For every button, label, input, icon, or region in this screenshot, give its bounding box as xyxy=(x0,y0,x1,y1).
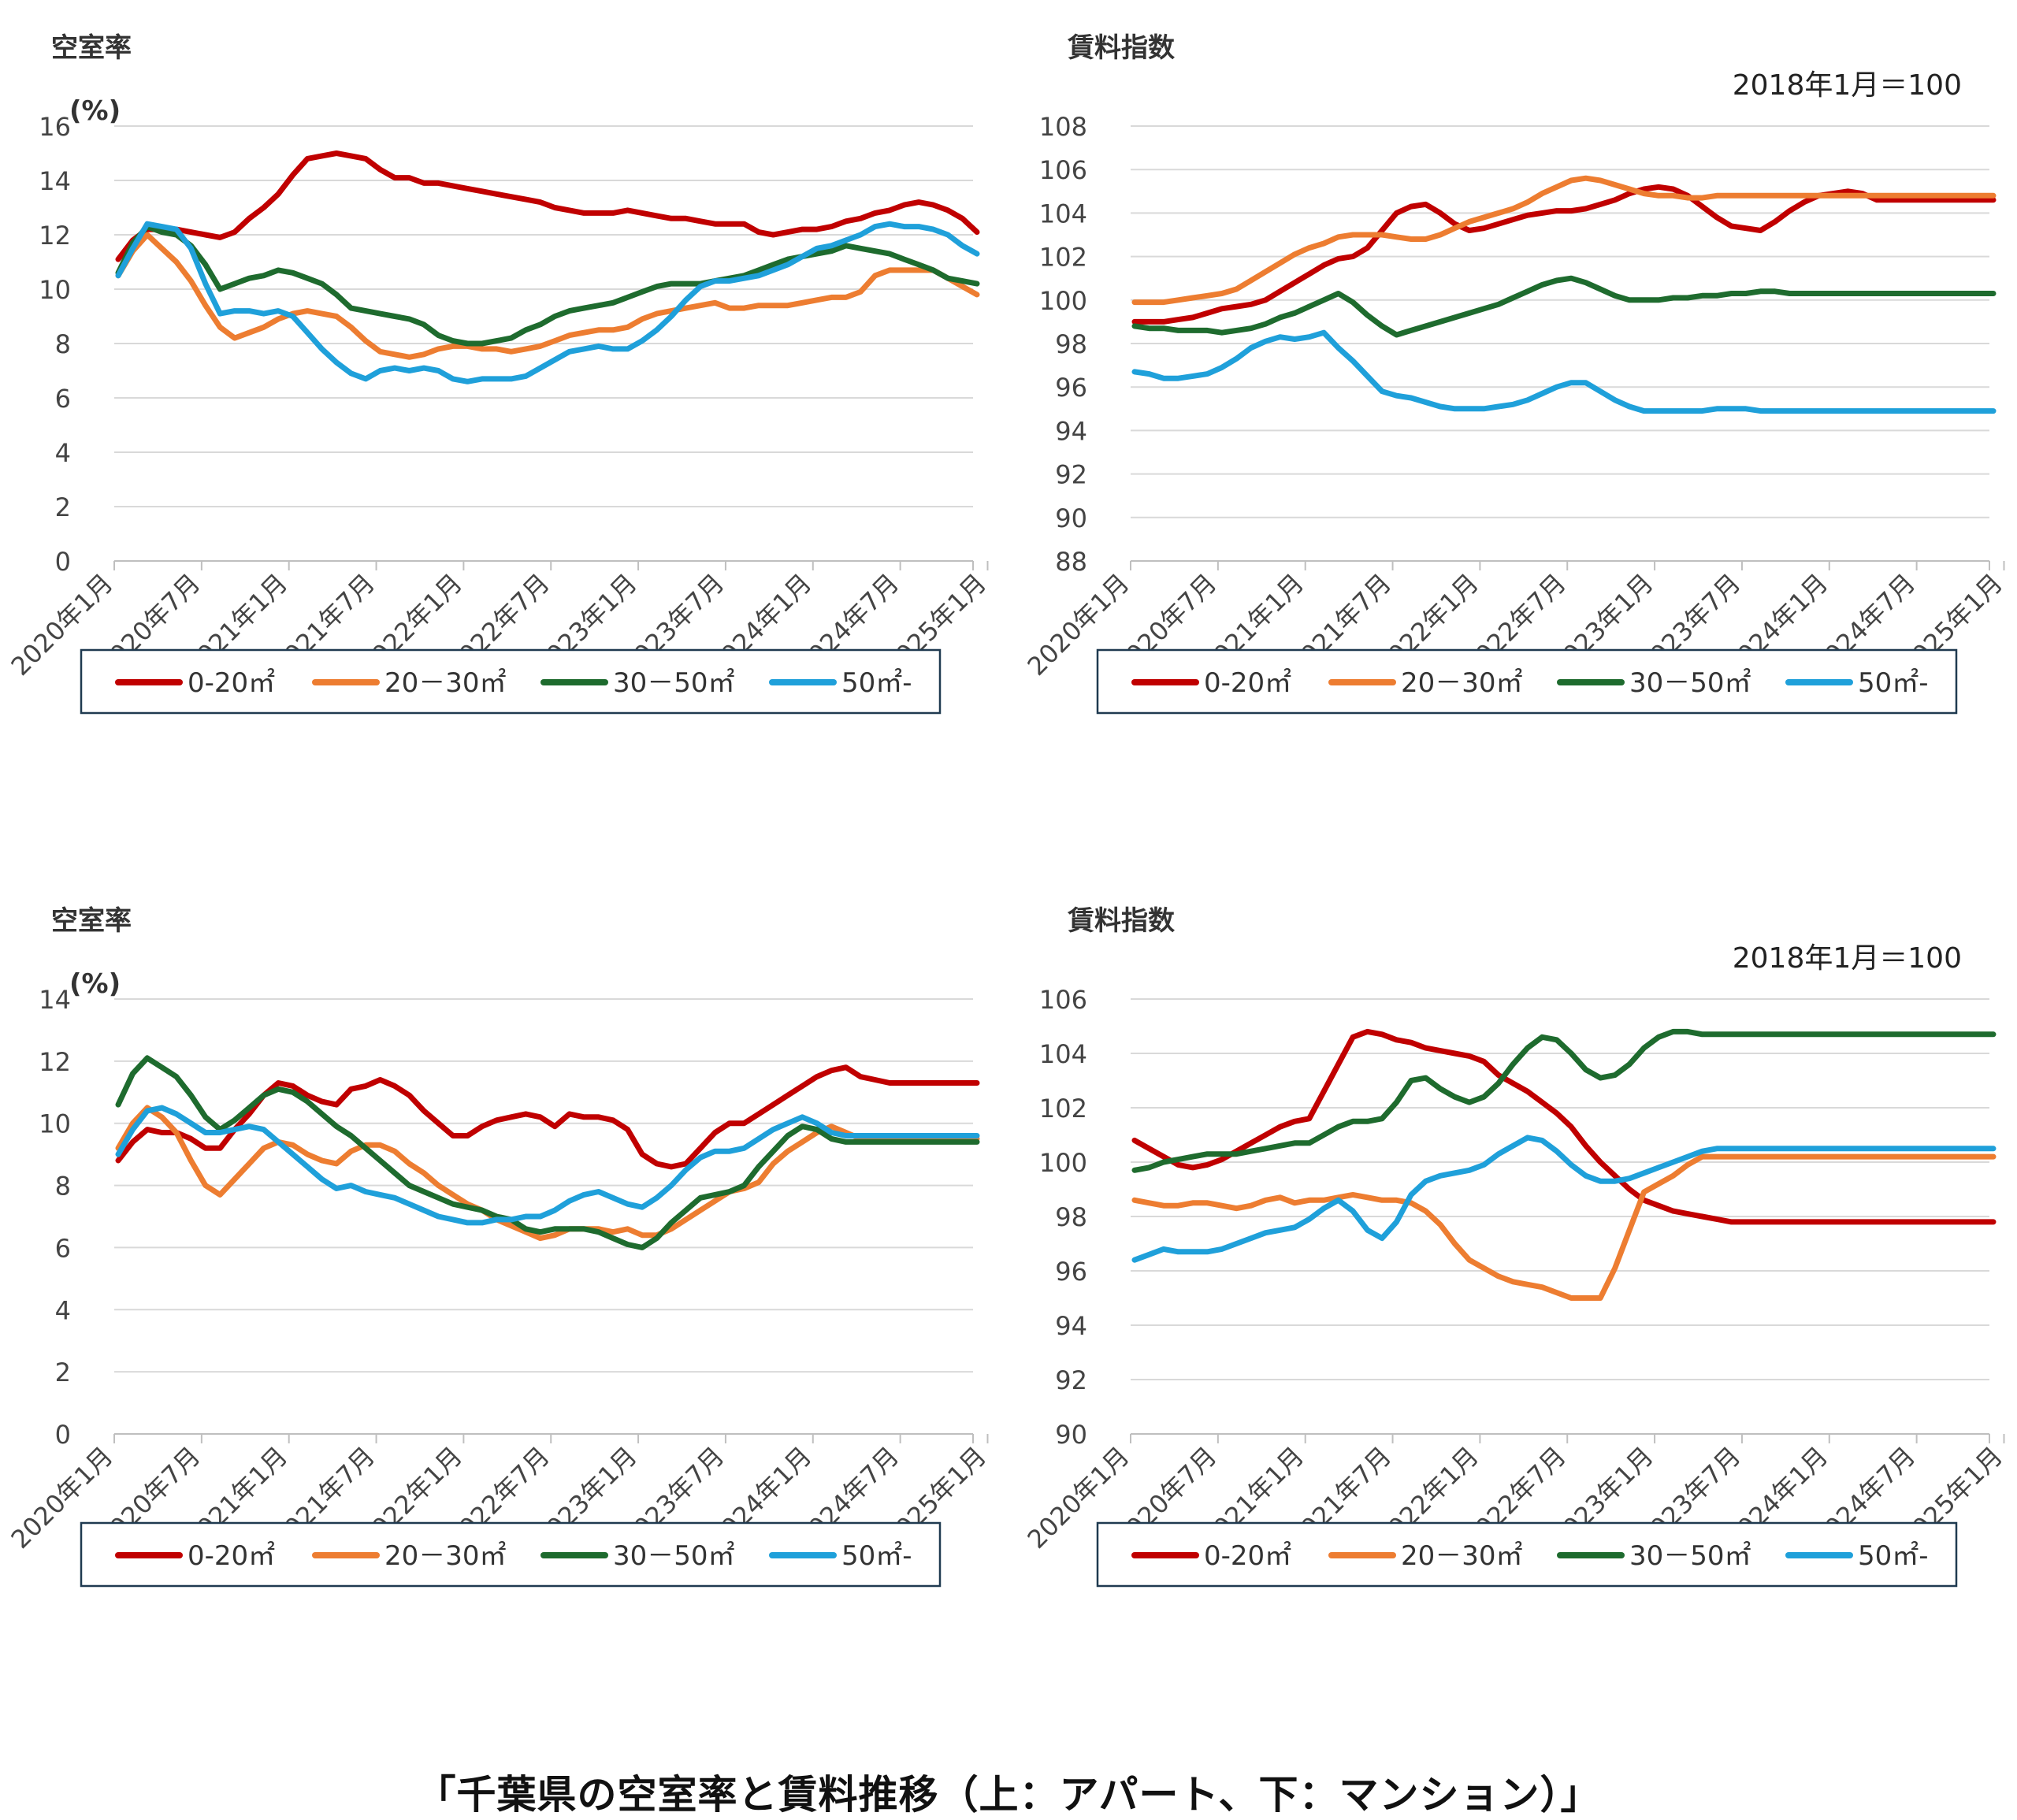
figure-caption: 「千葉県の空室率と賃料推移（上：アパート、下：マンション）」 xyxy=(416,1772,1601,1818)
legend-label: 50㎡- xyxy=(841,1540,912,1572)
legend-label: 20－30㎡ xyxy=(384,1540,507,1572)
legend-label: 30－50㎡ xyxy=(1629,1540,1751,1572)
y-tick-label: 14 xyxy=(39,985,71,1015)
legend-label: 0-20㎡ xyxy=(188,1540,275,1572)
chart-title: 空室率 xyxy=(51,32,132,64)
legend-label: 50㎡- xyxy=(1858,667,1929,699)
y-axis-unit: (%) xyxy=(69,968,121,1000)
series-line-0 xyxy=(1131,1028,1997,1225)
series-line-0 xyxy=(115,1064,980,1170)
y-axis-unit: (%) xyxy=(69,95,121,127)
series-line-2 xyxy=(1131,1028,1997,1173)
chart-title: 空室率 xyxy=(51,905,132,937)
y-tick-label: 6 xyxy=(55,1233,71,1263)
legend-label: 0-20㎡ xyxy=(1204,1540,1291,1572)
series-line-3 xyxy=(1131,1135,1997,1263)
series-line-1 xyxy=(115,232,980,360)
y-tick-label: 8 xyxy=(55,329,71,359)
legend-label: 20－30㎡ xyxy=(1401,667,1523,699)
y-tick-label: 98 xyxy=(1055,1202,1087,1232)
y-tick-label: 0 xyxy=(55,547,71,577)
legend-label: 20－30㎡ xyxy=(384,667,507,699)
y-tick-label: 100 xyxy=(1039,1148,1087,1178)
y-tick-label: 4 xyxy=(55,438,71,468)
y-tick-label: 102 xyxy=(1039,243,1087,273)
y-tick-label: 88 xyxy=(1055,547,1087,577)
y-tick-label: 100 xyxy=(1039,286,1087,316)
series-line-1 xyxy=(115,1105,980,1242)
y-tick-label: 10 xyxy=(39,1109,71,1139)
y-tick-label: 4 xyxy=(55,1295,71,1325)
series-line-1 xyxy=(1131,175,1997,306)
legend-label: 0-20㎡ xyxy=(1204,667,1291,699)
y-tick-label: 92 xyxy=(1055,460,1087,490)
series-line-2 xyxy=(115,224,980,347)
y-tick-label: 94 xyxy=(1055,1311,1087,1341)
series-line-3 xyxy=(1131,329,1997,414)
y-tick-label: 6 xyxy=(55,384,71,414)
series-line-2 xyxy=(1131,275,1997,338)
chart-title: 賃料指数 xyxy=(1067,32,1175,64)
legend-label: 20－30㎡ xyxy=(1401,1540,1523,1572)
series-line-3 xyxy=(115,221,980,384)
y-tick-label: 106 xyxy=(1039,985,1087,1015)
y-tick-label: 2 xyxy=(55,492,71,522)
series-line-2 xyxy=(115,1055,980,1250)
y-tick-label: 98 xyxy=(1055,329,1087,359)
base-note: 2018年1月＝100 xyxy=(1733,942,1962,975)
series-line-1 xyxy=(1131,1153,1997,1301)
y-tick-label: 16 xyxy=(39,112,71,142)
legend-label: 0-20㎡ xyxy=(188,667,275,699)
y-tick-label: 0 xyxy=(55,1420,71,1450)
chart-mansion-rent-index: 賃料指数 2018年1月＝100 90 92 94 96 98 100 102 104 106 202… xyxy=(1016,873,2017,1684)
legend-label: 50㎡- xyxy=(1858,1540,1929,1572)
y-tick-label: 96 xyxy=(1055,373,1087,403)
legend-label: 30－50㎡ xyxy=(613,1540,735,1572)
y-tick-label: 2 xyxy=(55,1358,71,1387)
y-tick-label: 108 xyxy=(1039,112,1087,142)
chart-title: 賃料指数 xyxy=(1067,905,1175,937)
y-tick-label: 90 xyxy=(1055,1420,1087,1450)
y-tick-label: 96 xyxy=(1055,1257,1087,1287)
chart-mansion-vacancy: 空室率 (%) 0 2 4 6 8 10 12 14 2020年1月 2020年7月 2021年1月 20… xyxy=(0,873,1001,1684)
series-line-0 xyxy=(1131,184,1997,325)
legend-label: 30－50㎡ xyxy=(1629,667,1751,699)
chart-apartment-rent-index: 賃料指数 2018年1月＝100 88 90 92 94 96 98 100 102 104 106 1… xyxy=(1016,0,2017,812)
legend-label: 30－50㎡ xyxy=(613,667,735,699)
y-tick-label: 104 xyxy=(1039,1039,1087,1069)
legend-label: 50㎡- xyxy=(841,667,912,699)
y-tick-label: 14 xyxy=(39,166,71,196)
y-tick-label: 10 xyxy=(39,275,71,305)
series-line-0 xyxy=(115,150,980,262)
y-tick-label: 12 xyxy=(39,1047,71,1077)
y-tick-label: 104 xyxy=(1039,199,1087,228)
y-tick-label: 92 xyxy=(1055,1365,1087,1395)
y-tick-label: 102 xyxy=(1039,1094,1087,1124)
y-tick-label: 106 xyxy=(1039,155,1087,185)
y-tick-label: 90 xyxy=(1055,503,1087,533)
y-tick-label: 12 xyxy=(39,221,71,251)
y-tick-label: 94 xyxy=(1055,416,1087,446)
base-note: 2018年1月＝100 xyxy=(1733,69,1962,102)
y-tick-label: 8 xyxy=(55,1172,71,1202)
chart-apartment-vacancy: 空室率 (%) 0 2 4 6 8 10 12 14 16 2020年1月 2020年7月 2021年1月… xyxy=(0,0,1001,812)
series-line-3 xyxy=(115,1105,980,1226)
